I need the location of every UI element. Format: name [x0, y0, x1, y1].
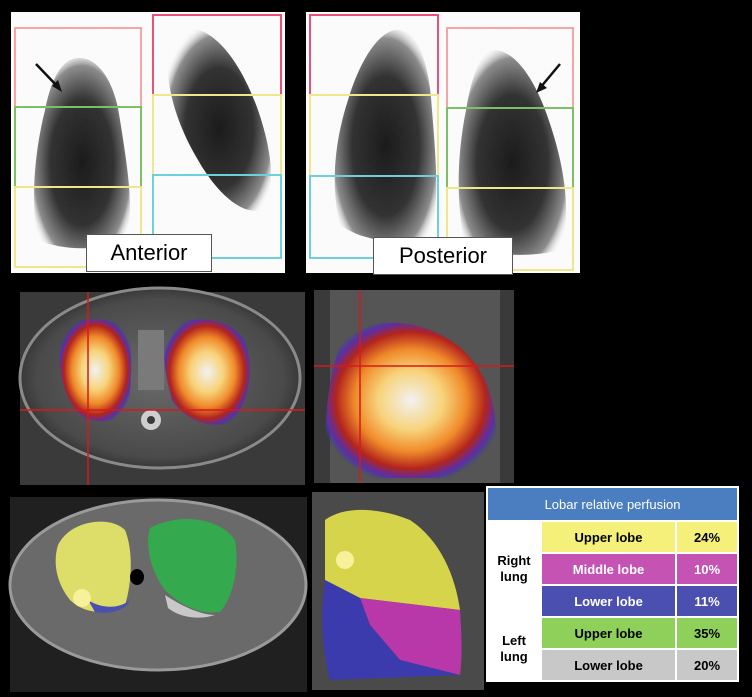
segment-sagittal-upper-lobe	[325, 509, 460, 610]
row-right-lower-lobe-value: 11%	[675, 584, 739, 618]
posterior-scan-panel	[306, 12, 580, 273]
row-right-lower-lobe-label: Lower lobe	[540, 584, 677, 618]
row-right-upper-lobe-label: Upper lobe	[540, 520, 677, 554]
axial-lobe-segmentation-image	[8, 497, 308, 692]
table-title: Lobar relative perfusion	[486, 486, 739, 522]
posterior-arrow-icon	[536, 63, 561, 93]
posterior-label: Posterior	[373, 237, 513, 275]
row-left-lower-lobe-value: 20%	[675, 648, 739, 682]
anterior-arrow-icon	[35, 63, 62, 92]
segment-left-upper-lobe	[148, 518, 237, 613]
row-left-upper-lobe-value: 35%	[675, 616, 739, 650]
anterior-label: Anterior	[86, 234, 212, 272]
anterior-roi-lower-left	[152, 174, 282, 259]
anterior-roi-lower-right	[14, 186, 142, 268]
segment-sagittal-lower-lobe	[322, 580, 460, 680]
axial-spect-ct-image	[18, 286, 305, 485]
anterior-scan-panel	[11, 12, 285, 273]
segment-left-lower-lobe	[165, 595, 215, 618]
row-right-middle-lobe-value: 10%	[675, 552, 739, 586]
segment-right-upper-lobe	[55, 521, 131, 612]
lobar-perfusion-table: Lobar relative perfusion Right lung Uppe…	[486, 486, 739, 682]
segment-sagittal-middle-lobe	[360, 598, 462, 675]
row-right-middle-lobe-label: Middle lobe	[540, 552, 677, 586]
group-right-lung: Right lung	[486, 520, 542, 618]
sagittal-spect-ct-image	[314, 290, 514, 483]
segment-right-lower-lobe	[88, 600, 130, 613]
row-left-lower-lobe-label: Lower lobe	[540, 648, 677, 682]
row-right-upper-lobe-value: 24%	[675, 520, 739, 554]
group-left-lung: Left lung	[486, 616, 542, 682]
sagittal-lobe-segmentation-image	[312, 492, 484, 690]
row-left-upper-lobe-label: Upper lobe	[540, 616, 677, 650]
